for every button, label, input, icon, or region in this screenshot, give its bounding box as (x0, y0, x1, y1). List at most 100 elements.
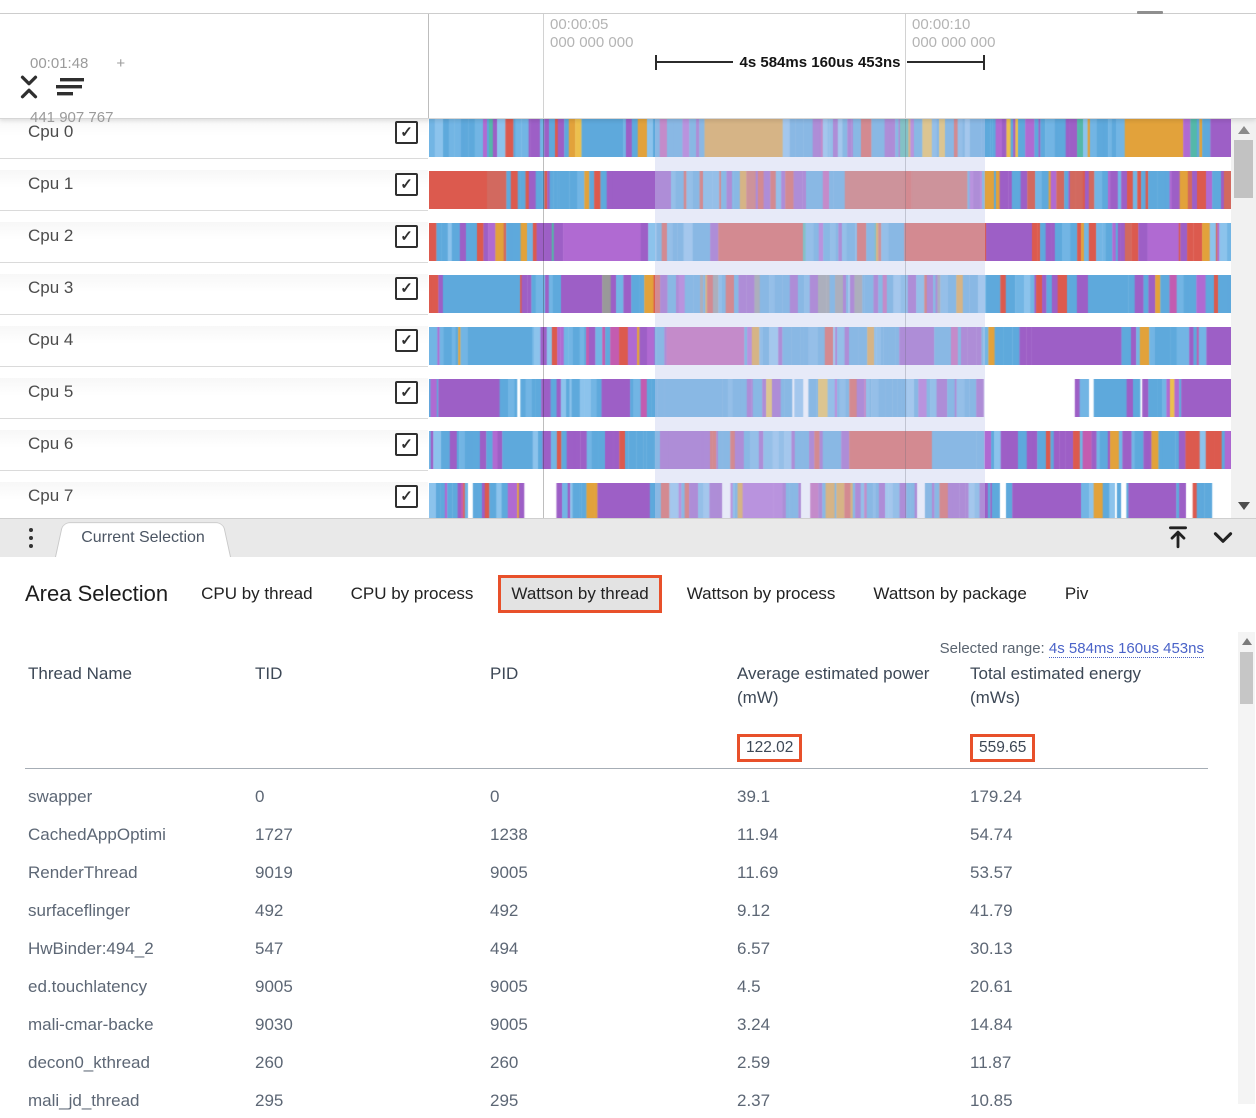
subtab-wattson-by-process[interactable]: Wattson by process (674, 575, 849, 613)
track-title: Cpu 1 (28, 174, 74, 193)
column-header: Thread Name (28, 664, 132, 683)
track-row: Cpu 4 ✓ (0, 326, 1256, 378)
track-shell-cpu-3[interactable]: Cpu 3 (0, 274, 428, 315)
collapse-panel-icon[interactable] (1208, 524, 1238, 552)
track-row: Cpu 1 ✓ (0, 170, 1256, 222)
gridline-5s (543, 118, 544, 518)
table-cell: 0 (490, 787, 500, 806)
subtab-cpu-by-thread[interactable]: CPU by thread (188, 575, 326, 613)
tracks-scrollbar[interactable] (1231, 118, 1256, 518)
table-cell: 9.12 (737, 901, 771, 920)
track-select-checkbox[interactable]: ✓ (395, 225, 418, 248)
overview-timeline-divider (0, 13, 1256, 14)
table-cell: 10.85 (970, 1091, 1013, 1110)
cpu-slices-canvas[interactable] (429, 379, 1231, 417)
column-header: Total estimated energy (mWs) (970, 664, 1142, 707)
cpu-slices-canvas[interactable] (429, 223, 1231, 261)
track-panel-boundary-line (428, 14, 429, 118)
table-cell: 9005 (490, 1015, 528, 1034)
gridline-10s (905, 118, 906, 518)
table-cell: 547 (255, 939, 284, 958)
cpu-slices-canvas[interactable] (429, 171, 1231, 209)
area-selection-tabbar: Area Selection CPU by thread CPU by proce… (25, 572, 1256, 616)
table-cell: 9030 (255, 1015, 293, 1034)
total-power-value: 122.02 (737, 734, 803, 762)
tracks-scrollbar-thumb[interactable] (1234, 140, 1253, 198)
cpu-slices-canvas[interactable] (429, 327, 1231, 365)
table-cell: 41.79 (970, 901, 1013, 920)
table-cell: mali-cmar-backe (28, 1015, 154, 1034)
table-cell: 492 (255, 901, 284, 920)
track-select-checkbox[interactable]: ✓ (395, 381, 418, 404)
subtab-cpu-by-process[interactable]: CPU by process (338, 575, 487, 613)
expand-panel-icon[interactable] (1163, 524, 1193, 552)
tab-menu-icon[interactable] (18, 525, 44, 551)
tab-current-selection[interactable]: Current Selection (55, 519, 231, 557)
selected-range-link[interactable]: 4s 584ms 160us 453ns (1048, 640, 1204, 658)
track-title: Cpu 4 (28, 330, 74, 349)
table-cell: 9005 (490, 977, 528, 996)
track-filter-icon[interactable] (54, 76, 84, 98)
track-shell-cpu-4[interactable]: Cpu 4 (0, 326, 428, 367)
cpu-slices-canvas[interactable] (429, 275, 1231, 313)
track-select-checkbox[interactable]: ✓ (395, 433, 418, 456)
table-cell: 4.5 (737, 977, 761, 996)
track-shell-cpu-0[interactable]: Cpu 0 (0, 118, 428, 159)
subtab-wattson-by-thread[interactable]: Wattson by thread (498, 575, 662, 613)
selected-range-label: Selected range: (939, 640, 1045, 657)
track-title: Cpu 6 (28, 434, 74, 453)
table-cell: decon0_kthread (28, 1053, 150, 1072)
table-cell: 295 (490, 1091, 519, 1110)
timeline-header: 00:01:48 + 441 907 767 00:00:05 000 000 00… (0, 0, 1256, 126)
track-select-checkbox[interactable]: ✓ (395, 485, 418, 508)
table-row: RenderThread 9019 9005 11.69 53.57 (0, 854, 1207, 892)
track-row: Cpu 0 ✓ (0, 118, 1256, 170)
table-scroll-up-icon[interactable] (1238, 634, 1255, 648)
track-shell-cpu-7[interactable]: Cpu 7 (0, 482, 428, 518)
track-shell-cpu-5[interactable]: Cpu 5 (0, 378, 428, 419)
minimap-viewport-indicator[interactable] (1137, 11, 1163, 14)
table-cell: HwBinder:494_2 (28, 939, 154, 958)
cpu-slices-canvas[interactable] (429, 483, 1231, 518)
table-row: mali-cmar-backe 9030 9005 3.24 14.84 (0, 1006, 1207, 1044)
subtab-wattson-by-package[interactable]: Wattson by package (860, 575, 1039, 613)
cpu-slices-canvas[interactable] (429, 119, 1231, 157)
table-cell: 20.61 (970, 977, 1013, 996)
subtab-piv[interactable]: Piv (1052, 575, 1102, 613)
table-row: ed.touchlatency 9005 9005 4.5 20.61 (0, 968, 1207, 1006)
table-scrollbar[interactable] (1238, 632, 1255, 1104)
ruler-tick-label: 00:00:05 000 000 000 (550, 16, 634, 51)
table-cell: swapper (28, 787, 93, 806)
track-select-checkbox[interactable]: ✓ (395, 277, 418, 300)
scroll-up-icon[interactable] (1231, 122, 1256, 138)
track-select-checkbox[interactable]: ✓ (395, 329, 418, 352)
table-cell: 9005 (490, 863, 528, 882)
track-shell-cpu-1[interactable]: Cpu 1 (0, 170, 428, 211)
table-cell: 179.24 (970, 787, 1022, 806)
column-header: Average estimated power (mW) (737, 664, 930, 707)
track-shell-cpu-2[interactable]: Cpu 2 (0, 222, 428, 263)
track-row: Cpu 7 ✓ (0, 482, 1256, 518)
table-row: CachedAppOptimi 1727 1238 11.94 54.74 (0, 816, 1207, 854)
column-header: PID (490, 664, 519, 683)
track-shell-cpu-6[interactable]: Cpu 6 (0, 430, 428, 471)
panel-title: Area Selection (25, 581, 169, 606)
ruler-tick-label: 00:00:10 000 000 000 (912, 16, 996, 51)
table-cell: 11.87 (970, 1053, 1012, 1072)
track-row: Cpu 6 ✓ (0, 430, 1256, 482)
table-row: surfaceflinger 492 492 9.12 41.79 (0, 892, 1207, 930)
table-cell: 494 (490, 939, 519, 958)
table-cell: 53.57 (970, 863, 1013, 882)
table-row: swapper 0 0 39.1 179.24 (0, 778, 1207, 816)
table-scrollbar-thumb[interactable] (1240, 652, 1253, 704)
cpu-slices-canvas[interactable] (429, 431, 1231, 469)
table-cell: 11.69 (737, 863, 779, 882)
collapse-tracks-icon[interactable] (16, 74, 42, 100)
track-select-checkbox[interactable]: ✓ (395, 173, 418, 196)
scroll-down-icon[interactable] (1231, 498, 1256, 514)
table-cell: 3.24 (737, 1015, 771, 1034)
track-select-checkbox[interactable]: ✓ (395, 121, 418, 144)
table-cell: 295 (255, 1091, 284, 1110)
track-row: Cpu 2 ✓ (0, 222, 1256, 274)
table-totals-row: 122.02 559.65 (0, 734, 1207, 762)
